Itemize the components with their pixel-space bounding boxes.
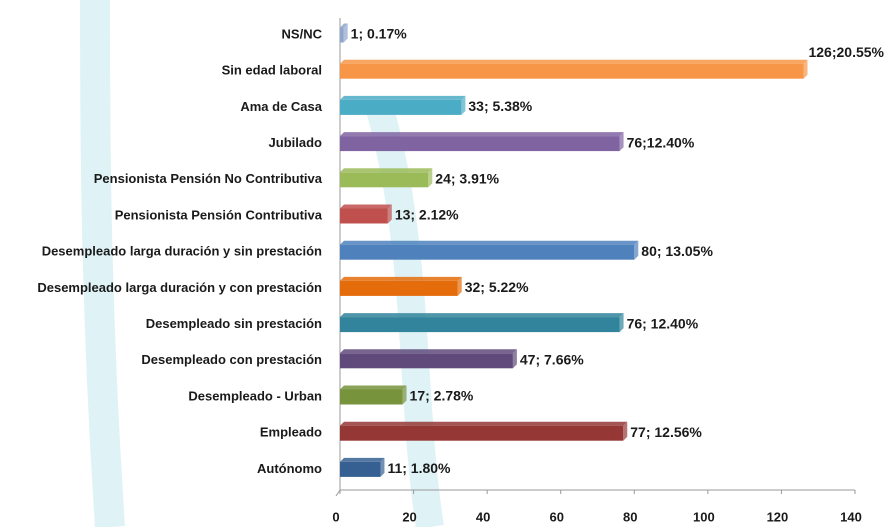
bar-top [340,276,462,281]
bar-side [619,313,624,333]
value-label: 11; 1.80% [387,460,451,476]
value-label: 76; 12.40% [627,315,699,331]
bar-side [512,349,517,369]
x-tick-label: 60 [549,509,563,524]
bar [340,27,344,43]
value-label: 77; 12.56% [630,424,702,440]
bar [340,136,620,152]
bar-side [387,204,392,224]
bar-side [623,421,628,441]
bar-side [634,240,639,260]
value-label: 1; 0.17% [351,26,408,42]
axis-floor [335,489,341,497]
bar-top [340,421,628,426]
y-tick-label: Desempleado larga duración y con prestac… [37,280,322,295]
bar [340,244,635,260]
bar-top [340,457,385,462]
y-tick-label: Jubilado [269,135,323,150]
bar-top [340,23,348,28]
y-tick-label: Empleado [260,425,322,440]
bar [340,208,388,224]
y-tick-label: Ama de Casa [240,99,322,114]
bar [340,461,381,477]
bar-side [461,95,466,115]
x-tick-label: 120 [767,509,789,524]
bar [340,99,462,115]
x-tick-label: 140 [840,509,862,524]
value-label: 32; 5.22% [465,279,529,295]
bar-top [340,385,407,390]
y-tick-label: Autónomo [257,461,322,476]
bar-top [340,59,808,64]
y-tick-label: Desempleado - Urban [188,388,322,403]
background-decoration [80,0,125,527]
x-tick-label: 100 [693,509,715,524]
bar-side [402,385,407,405]
bar-top [340,168,433,173]
bar [340,425,624,441]
y-tick-label: NS/NC [282,26,323,41]
y-tick-label: Desempleado larga duración y sin prestac… [42,244,322,259]
y-tick-label: Pensionista Pensión No Contributiva [94,171,323,186]
x-tick-label: 20 [402,509,416,524]
value-label: 24; 3.91% [435,171,499,187]
value-label: 33; 5.38% [468,98,532,114]
x-tick-label: 80 [623,509,637,524]
bar-top [340,240,639,245]
y-tick-label: Desempleado con prestación [141,352,322,367]
bar-side [619,132,624,152]
y-tick-label: Sin edad laboral [222,63,322,78]
value-label: 47; 7.66% [520,352,584,368]
y-tick-label: Desempleado sin prestación [146,316,322,331]
value-label: 76;12.40% [627,134,695,150]
bar [340,280,458,296]
bar-side [380,457,385,477]
bar-top [340,349,517,354]
bar-side [343,23,348,43]
bar [340,317,620,333]
bar-top [340,313,624,318]
value-label: 17; 2.78% [410,388,474,404]
bar-top [340,132,624,137]
bar-top [340,204,392,209]
bar-top [340,95,466,100]
y-tick-label: Pensionista Pensión Contributiva [115,207,323,222]
value-label: 13; 2.12% [395,207,459,223]
bar [340,172,429,188]
bar [340,353,513,369]
bar-side [428,168,433,188]
bar [340,389,403,405]
bar [340,63,804,79]
value-label: 80; 13.05% [641,243,713,259]
value-label: 126;20.55% [808,44,884,60]
x-tick-label: 0 [332,509,339,524]
bar-side [457,276,462,296]
x-tick-label: 40 [476,509,490,524]
bar-side [803,59,808,79]
